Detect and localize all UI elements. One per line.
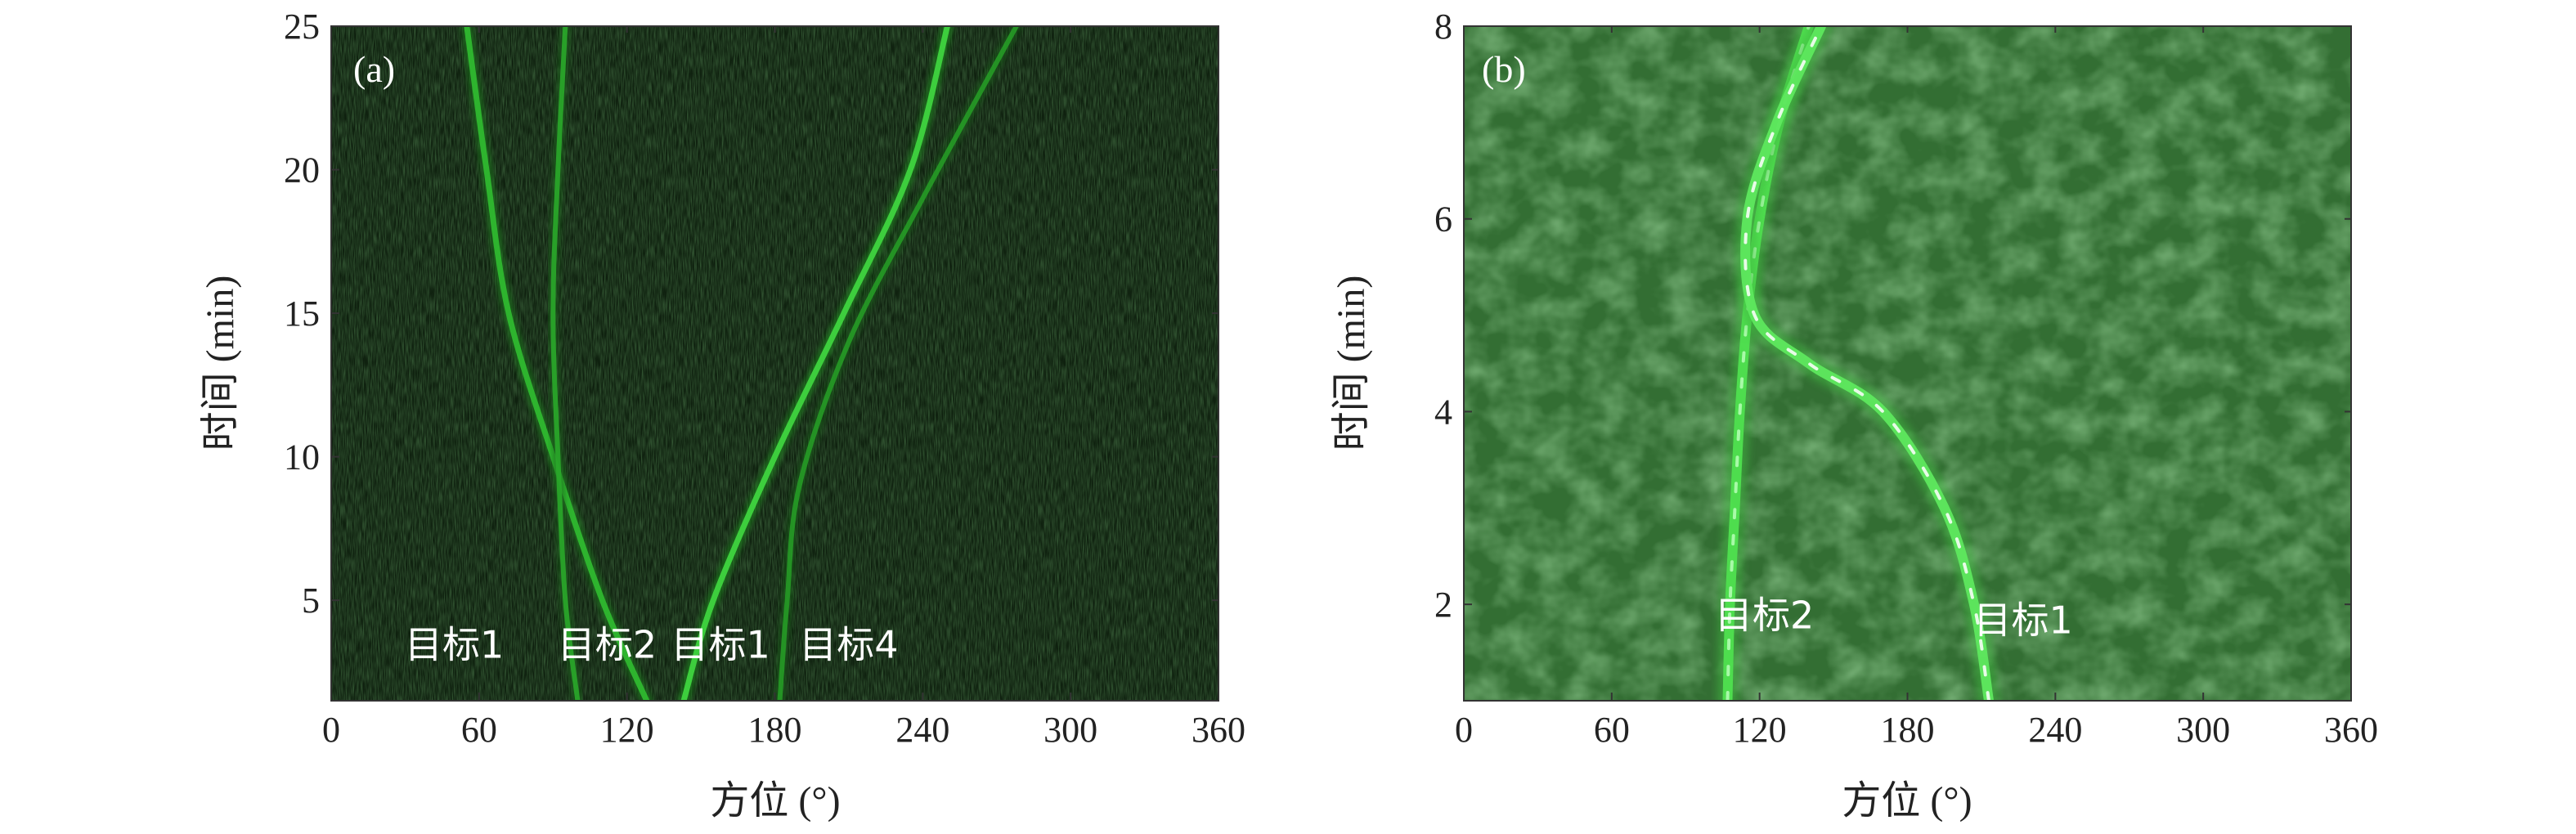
panel-b: 目标2 目标1 (b) 0 60 120 180 240 300 360 2 4 6 8 方位 (°… <box>1330 7 2378 823</box>
target-label: 目标1 <box>1974 599 2073 643</box>
x-tick-label: 240 <box>895 710 949 750</box>
panel-a-annotations: 目标1 目标2 目标1 目标4 <box>405 622 899 666</box>
x-tick-label: 0 <box>1455 710 1473 750</box>
y-tick-label: 25 <box>284 7 320 47</box>
panel-b-y-axis-label: 时间 (min) <box>1330 276 1373 451</box>
track-2 <box>550 26 581 701</box>
panel-b-x-axis-label: 方位 (°) <box>1842 779 1972 823</box>
panel-b-y-ticks: 2 4 6 8 <box>1434 7 2351 625</box>
track-2-highlight <box>1744 26 1990 701</box>
target-label: 目标1 <box>671 622 770 666</box>
panel-a-label: (a) <box>353 48 395 90</box>
x-tick-label: 300 <box>1043 710 1097 750</box>
panel-b-tracks <box>1717 26 1999 701</box>
panel-b-annotations: 目标2 目标1 <box>1715 594 2073 643</box>
x-tick-label: 360 <box>2324 710 2378 750</box>
x-tick-label: 120 <box>600 710 654 750</box>
x-tick-label: 240 <box>2028 710 2082 750</box>
x-tick-label: 0 <box>322 710 340 750</box>
panel-b-noise <box>1464 26 2351 701</box>
x-tick-label: 60 <box>1594 710 1630 750</box>
y-tick-label: 6 <box>1434 200 1452 240</box>
y-tick-label: 10 <box>284 437 320 478</box>
target-label: 目标1 <box>405 622 504 666</box>
panel-a-noise <box>331 26 1218 701</box>
y-tick-label: 8 <box>1434 7 1452 47</box>
track-3 <box>680 26 950 701</box>
target-label: 目标4 <box>799 622 898 666</box>
y-tick-label: 4 <box>1434 392 1452 432</box>
x-tick-label: 120 <box>1733 710 1787 750</box>
y-tick-label: 15 <box>284 294 320 334</box>
panel-a-tracks <box>460 26 1022 701</box>
panel-a: 目标1 目标2 目标1 目标4 (a) 0 60 120 180 240 300 360 5 10 1… <box>199 7 1245 823</box>
x-tick-label: 180 <box>1881 710 1935 750</box>
y-tick-label: 20 <box>284 150 320 191</box>
y-tick-label: 5 <box>302 581 320 621</box>
x-tick-label: 60 <box>461 710 497 750</box>
track-4 <box>777 26 1019 701</box>
x-tick-label: 360 <box>1192 710 1245 750</box>
panel-a-y-axis-label: 时间 (min) <box>199 276 242 451</box>
y-tick-label: 2 <box>1434 585 1452 625</box>
panel-b-x-ticks: 0 60 120 180 240 300 360 <box>1455 26 2378 750</box>
panel-a-y-ticks: 5 10 15 20 25 <box>284 7 1218 621</box>
panel-a-x-axis-label: 方位 (°) <box>710 779 840 823</box>
panel-a-x-ticks: 0 60 120 180 240 300 360 <box>322 26 1245 750</box>
track-1 <box>464 26 650 701</box>
panel-b-label: (b) <box>1482 48 1526 90</box>
target-label: 目标2 <box>1715 594 1814 638</box>
target-label: 目标2 <box>558 622 657 666</box>
x-tick-label: 180 <box>748 710 802 750</box>
x-tick-label: 300 <box>2176 710 2230 750</box>
